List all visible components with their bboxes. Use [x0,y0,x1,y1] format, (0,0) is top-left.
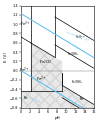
Text: Fe$^{2+}$: Fe$^{2+}$ [36,75,47,84]
Text: Fe$^{3+}$: Fe$^{3+}$ [20,20,31,29]
Text: Fe: Fe [23,96,28,100]
X-axis label: pH: pH [54,116,60,120]
Y-axis label: E (V): E (V) [4,52,8,62]
Text: 2H$_2$O$\rightarrow$O$_2$+4H$^+$+4e$^-$: 2H$_2$O$\rightarrow$O$_2$+4H$^+$+4e$^-$ [64,29,91,45]
Text: FeO$_4^{2-}$: FeO$_4^{2-}$ [75,34,85,42]
Text: 2H$^+$+2e$^-$$\rightarrow$H$_2$: 2H$^+$+2e$^-$$\rightarrow$H$_2$ [22,93,42,106]
Text: Fe: Fe [80,97,84,101]
Text: Fe$^{2+}$: Fe$^{2+}$ [19,66,30,75]
Text: Fe$_2$O$_3$: Fe$_2$O$_3$ [39,58,52,66]
Text: Fe(OH)$_3$: Fe(OH)$_3$ [67,51,80,58]
Text: Fe(OH)$_2$: Fe(OH)$_2$ [71,78,84,86]
